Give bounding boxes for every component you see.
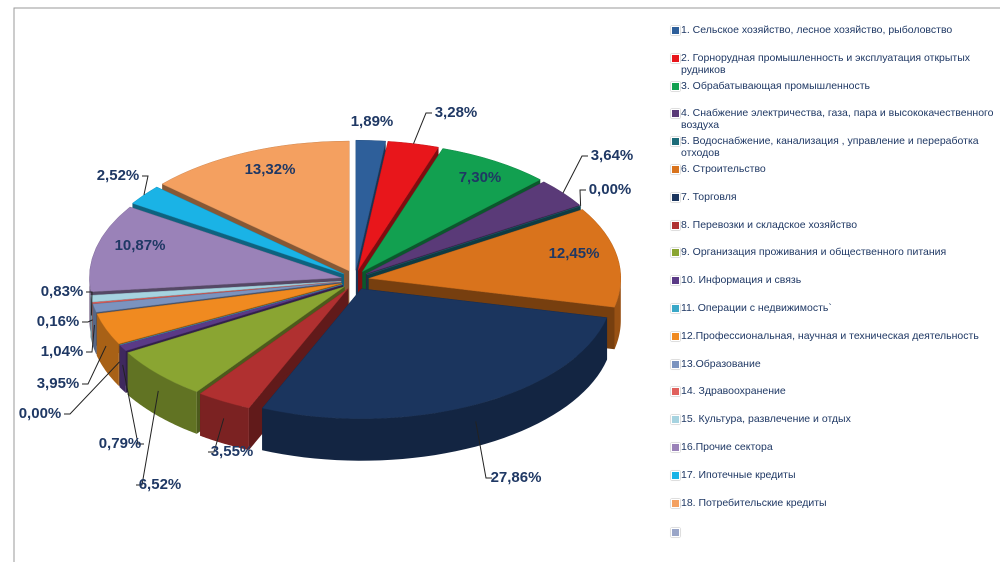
slice — [368, 209, 622, 308]
legend-marker — [671, 387, 680, 397]
slice — [96, 283, 342, 345]
legend-label: 6. Строительство — [681, 163, 766, 175]
leader-line — [64, 361, 120, 415]
slice — [161, 140, 350, 272]
slice-side — [200, 393, 249, 451]
slice — [92, 281, 342, 304]
legend-label: 9. Организация проживания и общественног… — [681, 246, 947, 259]
leader-line — [122, 364, 144, 445]
legend-label: 7. Торговля — [681, 190, 737, 203]
legend-marker — [671, 248, 680, 258]
leader-line — [82, 345, 107, 385]
legend-marker — [671, 109, 680, 119]
leader-line — [562, 155, 588, 194]
legend-marker — [671, 415, 680, 425]
data-label: 3,64% — [591, 147, 634, 164]
legend-label: 5. Водоснабжение, канализация , управлен… — [681, 135, 979, 160]
slice — [355, 139, 387, 271]
slice-side — [614, 278, 621, 350]
legend-label: 18. Потребительские кредиты — [681, 496, 827, 509]
leader-line — [142, 175, 149, 196]
data-label: 6,52% — [139, 476, 182, 493]
legend-marker — [671, 304, 680, 313]
slice — [119, 284, 343, 352]
data-label: 10,87% — [115, 237, 166, 254]
leader-line — [136, 390, 159, 486]
leader-line — [86, 291, 93, 316]
legend-label: 14. Здравоохранение — [681, 385, 786, 398]
legend-marker — [671, 470, 680, 480]
data-label: 3,28% — [435, 104, 478, 121]
legend-label: 2. Горнорудная промышленность и эксплуат… — [681, 51, 971, 76]
legend-marker — [671, 26, 680, 35]
legend-marker — [671, 276, 680, 286]
data-label: 0,00% — [589, 181, 632, 198]
data-label: 27,86% — [491, 469, 542, 486]
legend-marker — [671, 331, 680, 341]
data-label: 0,16% — [37, 313, 80, 330]
legend-marker — [671, 192, 680, 202]
legend-label: 17. Ипотечные кредиты — [681, 468, 796, 481]
legend-label: 11. Операции с недвижимость` — [681, 302, 832, 314]
slice — [199, 288, 349, 409]
leader-line — [86, 324, 95, 353]
slice — [89, 206, 342, 292]
slice — [365, 181, 581, 275]
legend-marker — [671, 137, 680, 147]
data-label: 0,00% — [19, 405, 62, 422]
legend-label: 3. Обрабатывающая промышленность — [681, 79, 871, 92]
data-label: 3,55% — [211, 443, 254, 460]
leader-line — [208, 418, 225, 453]
legend-label: 1. Сельское хозяйство, лесное хозяйство,… — [681, 24, 953, 36]
slice — [127, 286, 345, 393]
legend-label: 10. Информация и связь — [681, 274, 802, 287]
data-label: 7,30% — [459, 169, 502, 186]
slice-side — [119, 345, 126, 393]
legend-label: 8. Перевозки и складское хозяйство — [681, 218, 858, 231]
legend-marker — [671, 498, 680, 508]
legend-label: 15. Культура, развлечение и отдых — [681, 413, 851, 426]
leader-line — [82, 319, 93, 323]
legend-marker — [671, 220, 680, 230]
legend-label: 12.Профессиональная, научная и техническ… — [681, 329, 979, 342]
data-label: 2,52% — [97, 167, 140, 184]
slice-side — [92, 303, 97, 355]
legend-label: 16.Прочие сектора — [681, 441, 773, 453]
legend-marker — [671, 443, 680, 452]
legend-marker — [671, 53, 680, 63]
data-label: 1,89% — [351, 113, 394, 130]
slice — [92, 281, 342, 313]
slice — [261, 288, 608, 419]
leader-line — [413, 112, 432, 144]
slice — [131, 186, 344, 275]
data-label: 0,83% — [41, 283, 84, 300]
leader-line — [579, 189, 586, 206]
legend-marker — [671, 359, 680, 369]
data-label: 0,79% — [99, 435, 142, 452]
slice-side — [262, 317, 608, 461]
legend-label: 13.Образование — [681, 357, 761, 370]
data-label: 13,32% — [245, 161, 296, 178]
data-label: 3,95% — [37, 375, 80, 392]
legend-marker — [671, 528, 680, 537]
legend-marker — [671, 81, 680, 91]
slice-side — [127, 352, 197, 434]
legend-label: 4. Снабжение электричества, газа, пара и… — [681, 107, 994, 132]
frame — [13, 7, 1000, 562]
legend-marker — [671, 165, 680, 174]
data-label: 1,04% — [41, 343, 84, 360]
slice — [361, 148, 541, 273]
leader-line — [475, 421, 492, 479]
data-label: 12,45% — [549, 245, 600, 262]
